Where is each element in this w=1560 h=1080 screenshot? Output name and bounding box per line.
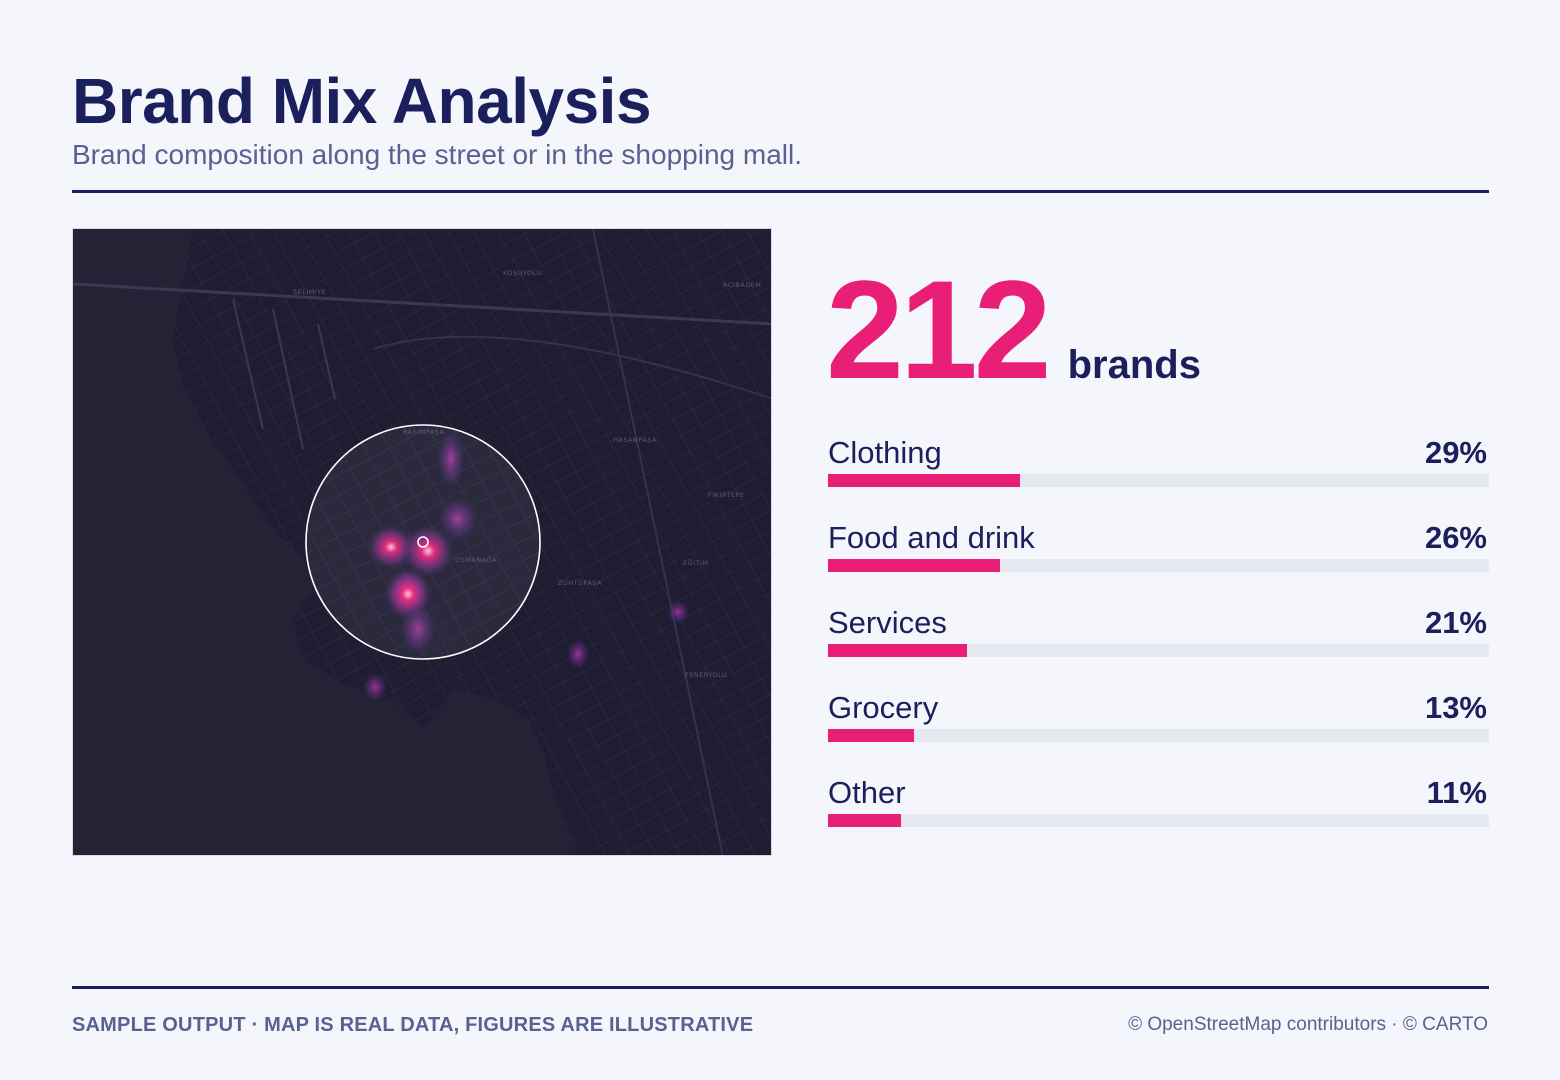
- category-row-other: Other 11%: [828, 774, 1489, 859]
- district-label: ZÜHTÜPAŞA: [558, 578, 602, 587]
- heat-spot: [566, 638, 590, 670]
- district-label: FIKIRTEPE: [708, 491, 744, 499]
- category-label: Services: [828, 605, 947, 640]
- district-label: HASANPAŞA: [613, 436, 657, 444]
- brand-count-unit: brands: [1067, 343, 1201, 387]
- category-percent: 29%: [1424, 435, 1487, 470]
- heat-spot: [400, 603, 436, 655]
- heat-spot: [437, 429, 465, 489]
- category-bar-fill: [828, 729, 914, 742]
- map-panel[interactable]: KOŞUYOLU SELIMIYE ACIBADEM HASANPAŞA FIK…: [72, 228, 772, 856]
- page-subtitle: Brand composition along the street or in…: [72, 139, 802, 170]
- category-label: Grocery: [828, 690, 939, 725]
- catchment-radius-ring[interactable]: [305, 424, 541, 660]
- heat-spot: [402, 525, 454, 577]
- category-row-grocery: Grocery 13%: [828, 689, 1489, 774]
- category-label: Other: [828, 775, 906, 810]
- footer-divider: [72, 986, 1489, 989]
- category-bar-fill: [828, 814, 901, 827]
- footer-disclaimer: SAMPLE OUTPUT · MAP IS REAL DATA, FIGURE…: [72, 1014, 754, 1036]
- category-row-clothing: Clothing 29%: [828, 434, 1489, 519]
- district-label: RASIMPAŞA: [403, 428, 445, 436]
- category-bar-fill: [828, 474, 1020, 487]
- category-row-food-and-drink: Food and drink 26%: [828, 519, 1489, 604]
- category-row-services: Services 21%: [828, 604, 1489, 689]
- category-bar-fill: [828, 644, 967, 657]
- category-bar-track: [828, 474, 1489, 487]
- land-area: [173, 229, 771, 855]
- header-divider: [72, 190, 1489, 193]
- district-label: EĞITIM: [683, 558, 709, 567]
- brand-count-stat: 212 brands: [826, 260, 1201, 400]
- category-percent: 11%: [1426, 775, 1487, 810]
- category-label: Food and drink: [828, 520, 1035, 555]
- page-title: Brand Mix Analysis: [72, 65, 652, 137]
- district-label: KOŞUYOLU: [503, 269, 542, 277]
- category-percent: 21%: [1424, 605, 1487, 640]
- district-label: SELIMIYE: [293, 288, 326, 296]
- location-marker[interactable]: [417, 536, 429, 548]
- brand-count-value: 212: [826, 251, 1052, 408]
- district-label: ACIBADEM: [723, 281, 761, 289]
- category-bar-track: [828, 729, 1489, 742]
- category-label: Clothing: [828, 435, 942, 470]
- category-percent: 13%: [1424, 690, 1487, 725]
- category-percent: 26%: [1424, 520, 1487, 555]
- category-bar-track: [828, 559, 1489, 572]
- main-road: [73, 282, 771, 326]
- district-label: OSMANAĞA: [455, 555, 497, 564]
- pier-lines: [232, 298, 336, 450]
- heat-spot: [438, 497, 478, 541]
- heat-spot: [362, 672, 388, 702]
- category-bar-fill: [828, 559, 1000, 572]
- category-breakdown: Clothing 29% Food and drink 26% Services…: [828, 434, 1489, 859]
- category-bar-track: [828, 644, 1489, 657]
- heat-spot: [666, 600, 690, 624]
- district-label: FENERYOLU: [685, 671, 727, 679]
- category-bar-track: [828, 814, 1489, 827]
- footer-attribution[interactable]: © OpenStreetMap contributors · © CARTO: [1128, 1014, 1488, 1035]
- map-canvas[interactable]: KOŞUYOLU SELIMIYE ACIBADEM HASANPAŞA FIK…: [73, 229, 772, 856]
